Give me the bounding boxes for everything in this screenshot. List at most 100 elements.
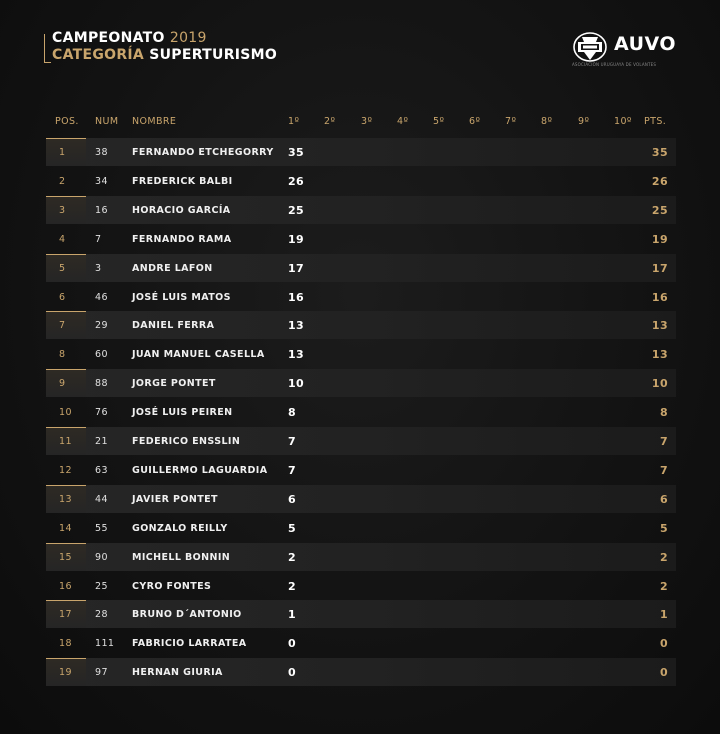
cell-round-1: 10	[288, 377, 305, 391]
cell-num: 111	[95, 638, 115, 650]
cell-name: FERNANDO RAMA	[132, 233, 232, 245]
col-header-r7: 7º	[505, 116, 517, 127]
col-header-pos: POS.	[55, 116, 79, 127]
row-position-bracket	[46, 253, 86, 282]
cell-points: 2	[659, 579, 668, 593]
cell-points: 16	[651, 290, 668, 304]
cell-name: FERNANDO ETCHEGORRY	[132, 147, 274, 158]
cell-num: 7	[95, 233, 102, 245]
table-row: 13 44 JAVIER PONTET 6 6	[46, 484, 676, 513]
col-header-r6: 6º	[469, 116, 481, 127]
cell-round-1: 19	[288, 232, 305, 246]
cell-points: 7	[659, 435, 668, 448]
cell-pos: 19	[59, 667, 72, 679]
cell-points: 0	[659, 637, 668, 651]
cell-num: 38	[95, 147, 108, 158]
title-bracket-decoration	[44, 34, 51, 63]
cell-name: ANDRE LAFON	[132, 262, 213, 274]
cell-name: JOSÉ LUIS MATOS	[132, 291, 231, 303]
table-row: 11 21 FEDERICO ENSSLIN 7 7	[46, 427, 676, 455]
col-header-pts: PTS.	[644, 116, 667, 127]
row-position-bracket	[46, 658, 86, 687]
cell-pos: 7	[59, 320, 66, 332]
cell-pos: 9	[59, 378, 66, 390]
cell-pos: 18	[59, 638, 72, 650]
cell-name: JORGE PONTET	[132, 378, 216, 390]
col-header-r4: 4º	[397, 116, 409, 127]
row-position-bracket	[46, 311, 86, 340]
cell-name: DANIEL FERRA	[132, 320, 215, 332]
cell-points: 13	[651, 319, 668, 333]
col-header-r3: 3º	[361, 116, 373, 127]
cell-round-1: 13	[288, 319, 305, 333]
table-row: 6 46 JOSÉ LUIS MATOS 16 16	[46, 283, 676, 311]
cell-name: GUILLERMO LAGUARDIA	[132, 464, 268, 476]
cell-points: 10	[651, 377, 668, 391]
cell-points: 35	[651, 146, 668, 159]
category-label: CATEGORÍA	[52, 47, 145, 63]
category-title: CATEGORÍA SUPERTURISMO	[52, 47, 277, 63]
auvo-badge-icon	[573, 32, 607, 62]
cell-round-1: 6	[288, 492, 297, 506]
cell-round-1: 7	[288, 463, 297, 477]
col-header-r1: 1º	[288, 116, 300, 127]
col-header-r5: 5º	[433, 116, 445, 127]
row-position-bracket	[46, 427, 86, 455]
cell-pos: 6	[59, 291, 66, 303]
cell-num: 3	[95, 262, 102, 274]
cell-name: BRUNO D´ANTONIO	[132, 609, 242, 621]
row-position-bracket	[46, 195, 86, 224]
table-row: 10 76 JOSÉ LUIS PEIREN 8 8	[46, 398, 676, 426]
table-row: 14 55 GONZALO REILLY 5 5	[46, 514, 676, 542]
table-row: 4 7 FERNANDO RAMA 19 19	[46, 225, 676, 253]
category-name: SUPERTURISMO	[149, 47, 278, 63]
cell-round-1: 13	[288, 348, 305, 362]
cell-round-1: 2	[288, 579, 297, 593]
table-header: POS. NUM NOMBRE 1º 2º 3º 4º 5º 6º 7º 8º …	[0, 116, 720, 130]
col-header-r2: 2º	[324, 116, 336, 127]
title-prefix: CAMPEONATO	[52, 30, 165, 46]
cell-round-1: 25	[288, 203, 305, 217]
table-row: 8 60 JUAN MANUEL CASELLA 13 13	[46, 340, 676, 368]
table-row: 16 25 CYRO FONTES 2 2	[46, 572, 676, 600]
cell-pos: 10	[59, 407, 72, 419]
table-row: 3 16 HORACIO GARCÍA 25 25	[46, 195, 676, 224]
cell-num: 21	[95, 436, 108, 447]
cell-name: FABRICIO LARRATEA	[132, 638, 247, 650]
cell-round-1: 16	[288, 290, 305, 304]
cell-num: 16	[95, 204, 108, 216]
cell-round-1: 0	[288, 666, 297, 680]
cell-num: 46	[95, 291, 108, 303]
cell-points: 17	[651, 261, 668, 275]
cell-name: MICHELL BONNIN	[132, 551, 231, 563]
cell-points: 5	[659, 521, 668, 535]
col-header-r9: 9º	[578, 116, 590, 127]
cell-name: HERNAN GIURIA	[132, 667, 223, 679]
table-row: 12 63 GUILLERMO LAGUARDIA 7 7	[46, 456, 676, 484]
cell-points: 6	[659, 492, 668, 506]
cell-round-1: 8	[288, 406, 297, 420]
col-header-r8: 8º	[541, 116, 553, 127]
cell-round-1: 2	[288, 550, 297, 564]
cell-pos: 8	[59, 349, 66, 361]
cell-num: 76	[95, 407, 108, 419]
auvo-logo: AUVO ASOCIACIÓN URUGUAYA DE VOLANTES	[566, 27, 684, 67]
cell-pos: 4	[59, 233, 66, 245]
cell-num: 63	[95, 464, 108, 476]
cell-name: JAVIER PONTET	[132, 493, 218, 505]
cell-name: FEDERICO ENSSLIN	[132, 436, 241, 447]
table-row: 5 3 ANDRE LAFON 17 17	[46, 253, 676, 282]
cell-round-1: 0	[288, 637, 297, 651]
cell-pos: 1	[59, 147, 66, 158]
cell-points: 2	[659, 550, 668, 564]
cell-pos: 16	[59, 580, 72, 592]
cell-num: 88	[95, 378, 108, 390]
cell-name: JUAN MANUEL CASELLA	[132, 349, 265, 361]
cell-round-1: 35	[288, 146, 305, 159]
cell-num: 97	[95, 667, 108, 679]
title-year: 2019	[169, 30, 207, 46]
table-row: 15 90 MICHELL BONNIN 2 2	[46, 542, 676, 571]
cell-pos: 17	[59, 609, 72, 621]
cell-points: 13	[651, 348, 668, 362]
cell-pos: 11	[59, 436, 72, 447]
